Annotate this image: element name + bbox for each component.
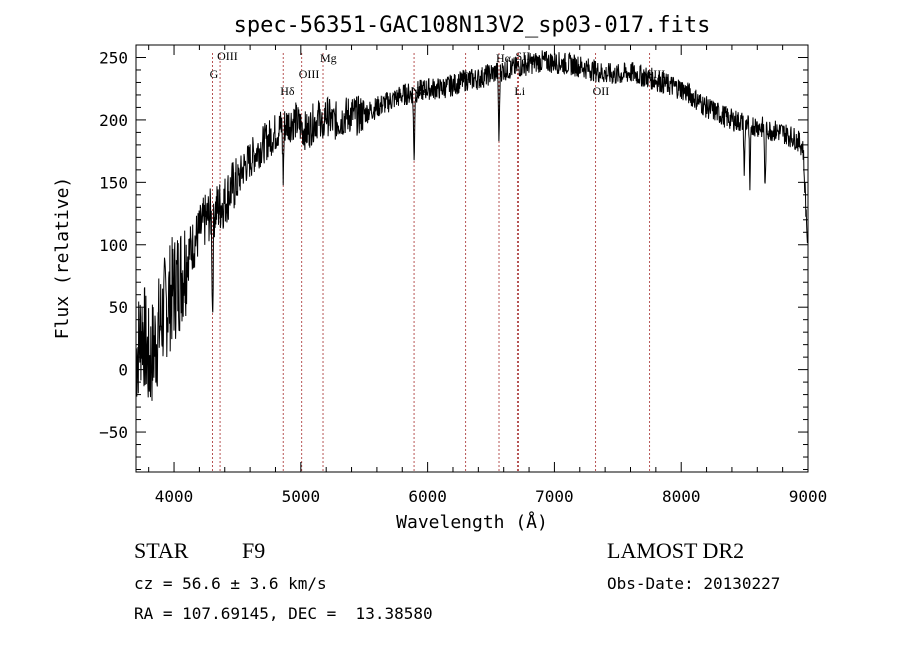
y-tick-label: 50	[109, 298, 128, 317]
x-tick-label: 5000	[282, 487, 321, 506]
line-label-0: G	[210, 67, 219, 81]
x-tick-label: 4000	[155, 487, 194, 506]
x-axis-label: Wavelength (Å)	[396, 511, 548, 533]
line-label-8: SII	[516, 49, 531, 63]
spectrum-line	[135, 50, 809, 401]
y-tick-label: −50	[99, 423, 128, 442]
y-tick-label: 100	[99, 236, 128, 255]
line-label-9: Li	[514, 84, 525, 98]
line-label-6: O	[463, 69, 472, 83]
redshift-cz: cz = 56.6 ± 3.6 km/s	[134, 574, 327, 593]
y-axis: −50 0 50 100 150 200 250	[99, 44, 808, 471]
observation-date: Obs-Date: 20130227	[607, 574, 781, 593]
line-label-2: Hδ	[280, 84, 295, 98]
x-tick-label: 6000	[408, 487, 447, 506]
line-label-7: Hα	[496, 51, 512, 65]
x-tick-label: 8000	[662, 487, 701, 506]
x-axis: 4000 5000 6000 7000 8000 9000	[148, 45, 828, 506]
y-tick-label: 150	[99, 173, 128, 192]
ra-dec: RA = 107.69145, DEC = 13.38580	[134, 604, 433, 623]
x-tick-label: 7000	[535, 487, 574, 506]
line-label-4: Mg	[320, 51, 337, 65]
survey-name: LAMOST DR2	[607, 538, 745, 563]
x-tick-label: 9000	[789, 487, 828, 506]
spectrum-series	[135, 50, 809, 401]
line-label-3: OIII	[299, 67, 320, 81]
y-tick-label: 250	[99, 48, 128, 67]
line-label-10: OII	[593, 84, 610, 98]
object-subclass: F9	[242, 538, 266, 563]
chart-title: spec-56351-GAC108N13V2_sp03-017.fits	[234, 13, 711, 38]
y-axis-label: Flux (relative)	[52, 177, 73, 340]
line-label-1: OIII	[217, 49, 238, 63]
y-tick-label: 0	[118, 361, 128, 380]
object-class: STAR	[134, 538, 189, 563]
y-tick-label: 200	[99, 111, 128, 130]
plot-frame	[135, 44, 809, 473]
